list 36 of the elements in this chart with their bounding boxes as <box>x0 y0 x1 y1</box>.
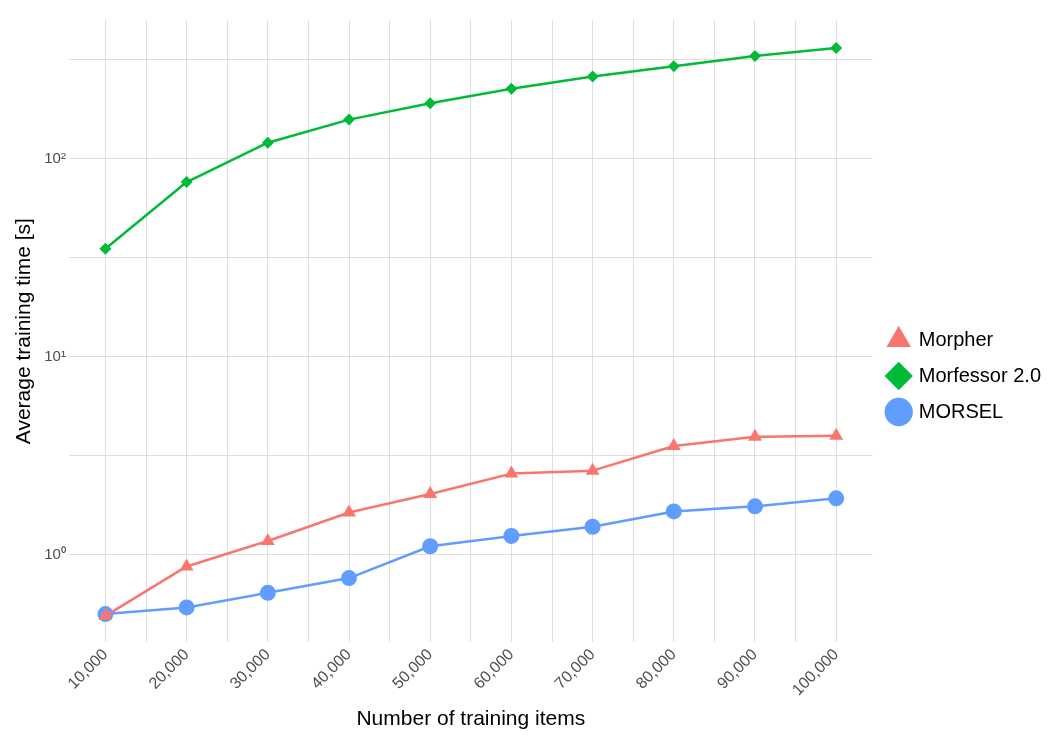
y-tick-label: 10² <box>44 148 66 166</box>
point <box>747 498 763 515</box>
point <box>503 527 520 544</box>
point <box>749 50 761 62</box>
point <box>829 427 844 440</box>
legend-label: MORSEL <box>918 399 1004 422</box>
point <box>261 136 274 149</box>
point <box>424 97 437 110</box>
point <box>179 558 194 571</box>
point <box>505 82 518 95</box>
point <box>504 465 519 478</box>
point <box>665 503 682 520</box>
point <box>342 504 356 517</box>
point <box>178 599 195 616</box>
x-axis-title: Number of training items <box>356 706 586 730</box>
point <box>586 70 599 83</box>
point <box>260 532 275 545</box>
point <box>828 490 845 507</box>
legend-label: Morfessor 2.0 <box>918 363 1041 386</box>
point <box>99 242 112 255</box>
point <box>584 518 601 535</box>
point <box>585 462 600 475</box>
point <box>422 538 439 555</box>
y-tick-label: 10⁰ <box>44 544 66 562</box>
point <box>259 584 276 601</box>
y-tick-label: 10¹ <box>44 346 66 364</box>
point <box>830 42 843 55</box>
point <box>341 570 358 587</box>
y-axis-title: Average training time [s] <box>11 218 35 445</box>
legend-label: Morpher <box>918 327 994 350</box>
point <box>343 113 356 126</box>
point <box>748 428 762 441</box>
point <box>667 60 680 73</box>
point <box>666 437 681 450</box>
point <box>180 176 193 189</box>
point <box>423 486 438 498</box>
